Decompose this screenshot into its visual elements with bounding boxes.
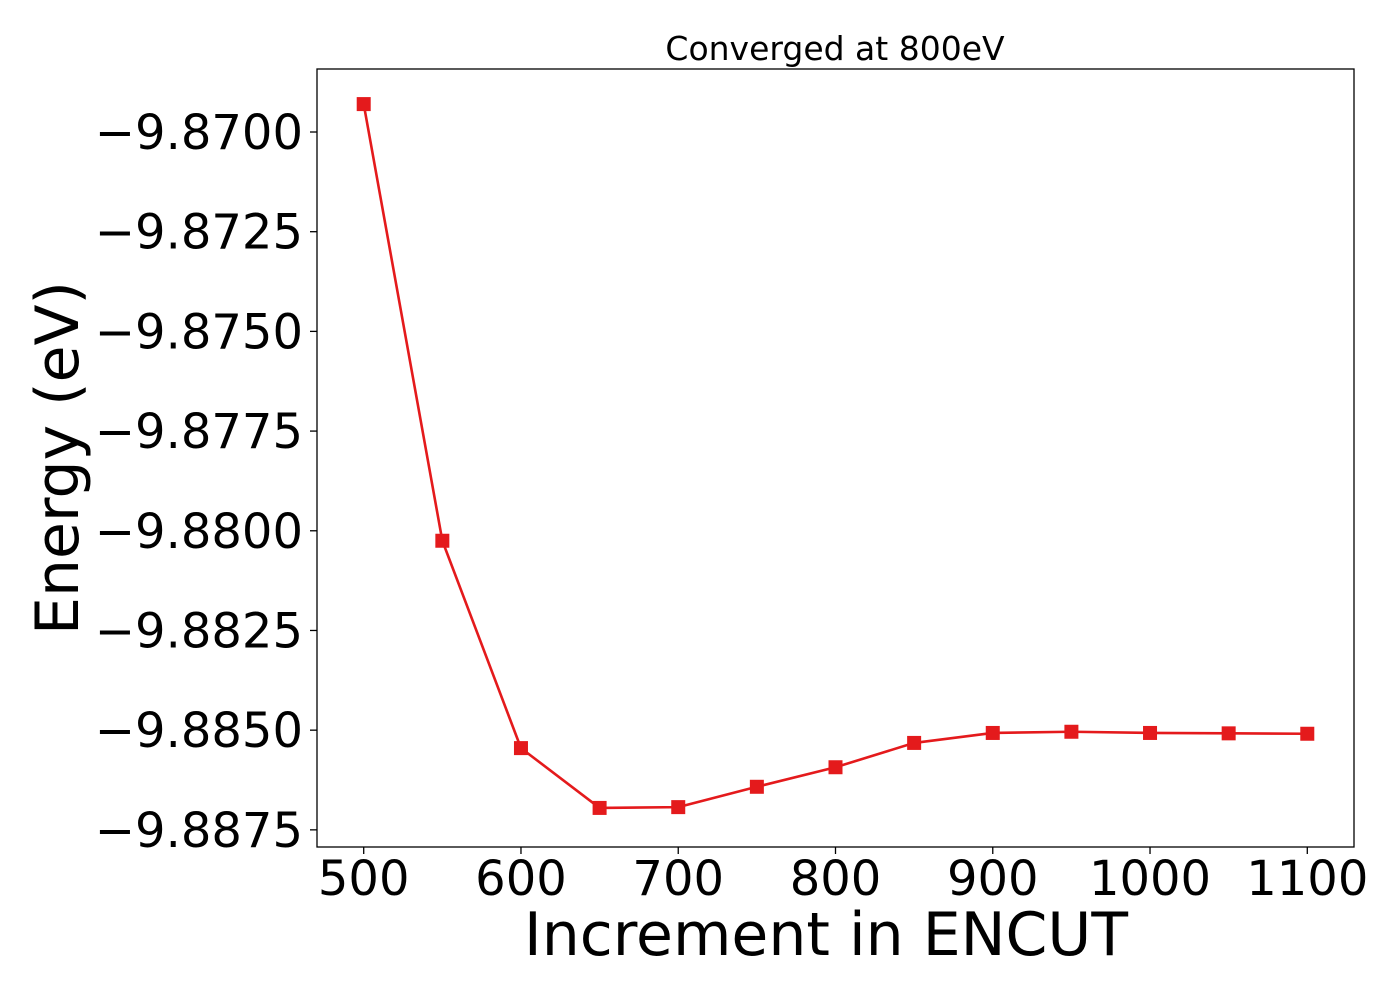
- data-point-marker: [671, 800, 686, 815]
- y-tick-label: −9.8800: [95, 504, 303, 560]
- data-point-marker: [1064, 724, 1079, 739]
- data-point-marker: [513, 741, 528, 756]
- data-point-marker: [1300, 726, 1315, 741]
- y-tick-label: −9.8750: [95, 304, 303, 360]
- data-point-marker: [1143, 725, 1158, 740]
- y-axis-label: Energy (eV): [23, 281, 93, 635]
- data-point-marker: [749, 779, 764, 794]
- x-tick-label: 900: [947, 851, 1039, 907]
- x-tick-label: 700: [632, 851, 724, 907]
- y-tick-label: −9.8700: [95, 105, 303, 161]
- y-tick-label: −9.8875: [95, 803, 303, 859]
- data-point-marker: [592, 800, 607, 815]
- y-tick-label: −9.8825: [95, 603, 303, 659]
- plot-frame: [316, 68, 1355, 848]
- chart-title: Converged at 800eV: [665, 29, 1005, 68]
- data-point-marker: [985, 725, 1000, 740]
- y-tick-label: −9.8850: [95, 703, 303, 759]
- data-point-marker: [1221, 726, 1236, 741]
- x-tick-label: 1100: [1246, 851, 1368, 907]
- x-tick-label: 800: [790, 851, 882, 907]
- x-axis-label: Increment in ENCUT: [524, 900, 1128, 970]
- data-point-marker: [435, 533, 450, 548]
- series-line: [362, 103, 1308, 810]
- plot-area: 500 600 700 800 900 1000 1100 −9.8875 −9.8850 −9.…: [95, 68, 1368, 907]
- x-tick-label: 500: [318, 851, 410, 907]
- data-point-marker: [907, 735, 922, 750]
- y-tick-label: −9.8725: [95, 205, 303, 261]
- y-tick-label: −9.8775: [95, 404, 303, 460]
- x-tick-label: 1000: [1089, 851, 1211, 907]
- data-point-marker: [828, 760, 843, 775]
- data-point-marker: [356, 97, 371, 112]
- x-tick-label: 600: [475, 851, 567, 907]
